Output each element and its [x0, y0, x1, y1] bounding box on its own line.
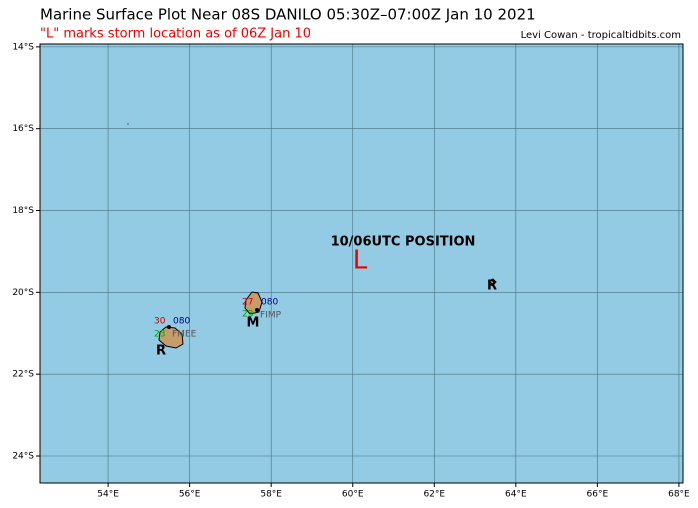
islet [127, 123, 129, 125]
y-tick-label: 16°S [12, 124, 34, 134]
ocean [40, 44, 683, 483]
y-tick-label: 22°S [12, 370, 34, 380]
x-tick-label: 54°E [97, 490, 119, 500]
y-tick-label: 20°S [12, 288, 34, 298]
x-tick-label: 66°E [587, 490, 609, 500]
y-tick-label: 24°S [12, 451, 34, 461]
station-temperature: 27 [242, 298, 253, 308]
radar-label: R [156, 344, 166, 359]
position-label: 10/06UTC POSITION [331, 235, 476, 250]
x-tick-label: 60°E [342, 490, 364, 500]
station-dewpoint: 23 [242, 310, 253, 320]
station-temperature: 30 [154, 317, 166, 327]
x-tick-label: 56°E [179, 490, 201, 500]
station-id: FMEE [172, 330, 197, 340]
station-fmee [167, 325, 171, 329]
rodrigues-island [488, 278, 497, 285]
x-tick-label: 64°E [505, 490, 527, 500]
station-wind-direction: 080 [261, 298, 278, 308]
y-tick-label: 18°S [12, 206, 34, 216]
y-tick-label: 14°S [12, 42, 34, 52]
station-dewpoint: 23 [154, 330, 165, 340]
storm-marker: L [353, 246, 368, 276]
x-tick-label: 68°E [668, 490, 690, 500]
x-tick-label: 62°E [423, 490, 445, 500]
station-id: FIMP [260, 311, 282, 321]
subtitle: "L" marks storm location as of 06Z Jan 1… [40, 27, 311, 42]
x-tick-label: 58°E [260, 490, 282, 500]
radar-label: M [247, 316, 260, 331]
title: Marine Surface Plot Near 08S DANILO 05:3… [40, 6, 536, 24]
station-wind-direction: 080 [173, 317, 190, 327]
radar-label: R [487, 279, 497, 294]
map-frame [39, 43, 684, 484]
station-fimp [255, 308, 259, 312]
credit: Levi Cowan - tropicaltidbits.com [521, 30, 681, 41]
